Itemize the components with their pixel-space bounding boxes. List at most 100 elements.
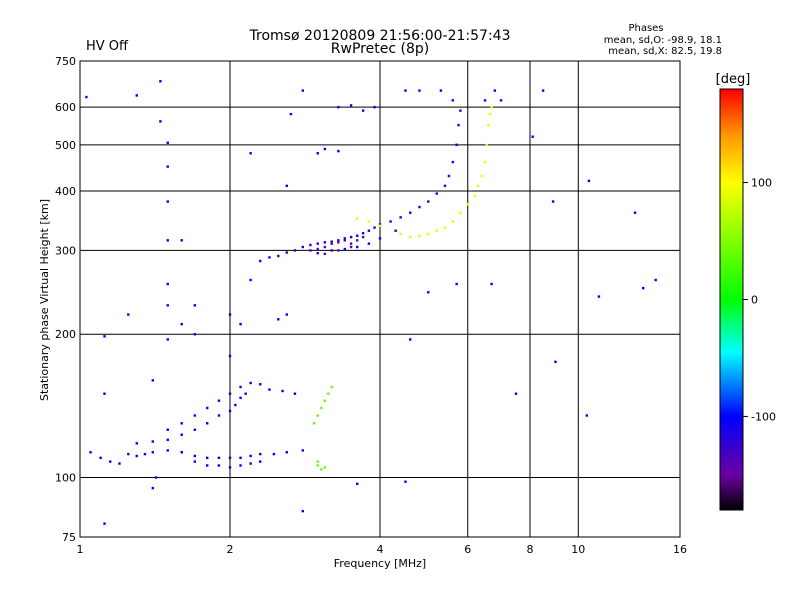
data-point — [205, 406, 209, 410]
data-point — [103, 522, 106, 525]
data-point — [103, 335, 106, 338]
data-point — [378, 223, 382, 226]
data-point — [268, 256, 271, 259]
data-point — [499, 99, 503, 102]
data-point — [289, 112, 293, 116]
data-point — [443, 184, 447, 188]
data-point — [193, 454, 197, 458]
data-point — [418, 89, 421, 92]
data-point — [180, 451, 183, 454]
data-point — [309, 243, 312, 247]
data-point — [259, 452, 262, 456]
data-point — [151, 379, 155, 382]
data-point — [330, 240, 333, 243]
data-point — [249, 454, 252, 458]
data-point — [166, 282, 169, 286]
data-point — [135, 454, 138, 458]
data-point — [427, 291, 430, 294]
data-point — [355, 245, 359, 249]
series-2 — [309, 235, 365, 256]
data-point — [193, 428, 197, 431]
data-point — [399, 216, 402, 219]
data-point — [249, 462, 252, 465]
data-point — [355, 482, 359, 486]
data-point — [316, 247, 319, 251]
data-point — [483, 99, 487, 102]
data-point — [193, 304, 197, 307]
data-point — [193, 414, 197, 417]
data-point — [159, 80, 162, 83]
data-point — [451, 160, 455, 164]
data-point — [127, 313, 130, 316]
colorbar-tick-label: -100 — [751, 410, 776, 423]
colorbar-ticks: -100 0 100 — [743, 177, 776, 423]
data-point — [285, 184, 288, 188]
data-point — [320, 406, 323, 410]
data-point — [466, 203, 469, 206]
data-point — [166, 449, 169, 452]
data-point — [343, 237, 347, 240]
data-point — [642, 286, 645, 290]
data-point — [316, 414, 319, 417]
data-point — [249, 152, 252, 155]
data-point — [349, 242, 353, 245]
data-point — [316, 464, 319, 467]
data-point — [337, 149, 340, 153]
data-point — [285, 251, 288, 254]
data-point — [541, 89, 545, 92]
data-point — [355, 239, 359, 242]
data-point — [103, 392, 106, 395]
data-point — [457, 123, 460, 127]
data-point — [228, 456, 232, 460]
data-point — [487, 123, 490, 127]
data-point — [349, 235, 353, 239]
data-point — [409, 211, 412, 214]
data-point — [367, 220, 371, 223]
data-point — [166, 304, 169, 307]
x-tick-label: 6 — [464, 543, 471, 556]
data-point — [316, 460, 319, 463]
series-0 — [89, 381, 305, 469]
data-point — [127, 452, 130, 456]
data-point — [459, 109, 462, 112]
data-point — [597, 295, 601, 298]
data-point — [399, 232, 402, 236]
data-point — [459, 211, 462, 214]
data-point — [409, 338, 412, 341]
data-point — [239, 385, 242, 389]
data-point — [435, 192, 438, 195]
data-point — [277, 318, 280, 321]
data-point — [151, 451, 155, 454]
data-point — [330, 385, 333, 389]
data-point — [272, 452, 276, 456]
data-point — [166, 200, 169, 203]
x-tick-label: 1 — [77, 543, 84, 556]
data-point — [316, 251, 319, 255]
data-point — [409, 235, 412, 239]
data-point — [480, 174, 483, 178]
x-axis-label: Frequency [MHz] — [334, 557, 426, 570]
data-point — [205, 456, 209, 460]
data-point — [259, 259, 262, 263]
data-point — [151, 486, 155, 490]
data-point — [205, 422, 209, 425]
data-point — [447, 174, 451, 178]
data-point — [143, 452, 147, 456]
colorbar-tick-label: 0 — [751, 294, 758, 307]
data-point — [228, 409, 232, 413]
data-point — [166, 428, 169, 431]
data-point — [249, 381, 252, 385]
phases-title: Phases — [628, 23, 663, 34]
data-point — [166, 239, 169, 242]
data-point — [337, 249, 340, 252]
data-point — [343, 239, 347, 242]
y-tick-label: 300 — [55, 244, 76, 257]
chart-title: Tromsø 20120809 21:56:00-21:57:43 — [249, 28, 511, 44]
data-point — [488, 112, 492, 116]
data-point — [285, 451, 288, 454]
data-point — [439, 89, 443, 92]
data-point — [249, 278, 252, 282]
data-point — [217, 464, 221, 467]
data-point — [485, 143, 488, 147]
data-point — [418, 205, 421, 209]
